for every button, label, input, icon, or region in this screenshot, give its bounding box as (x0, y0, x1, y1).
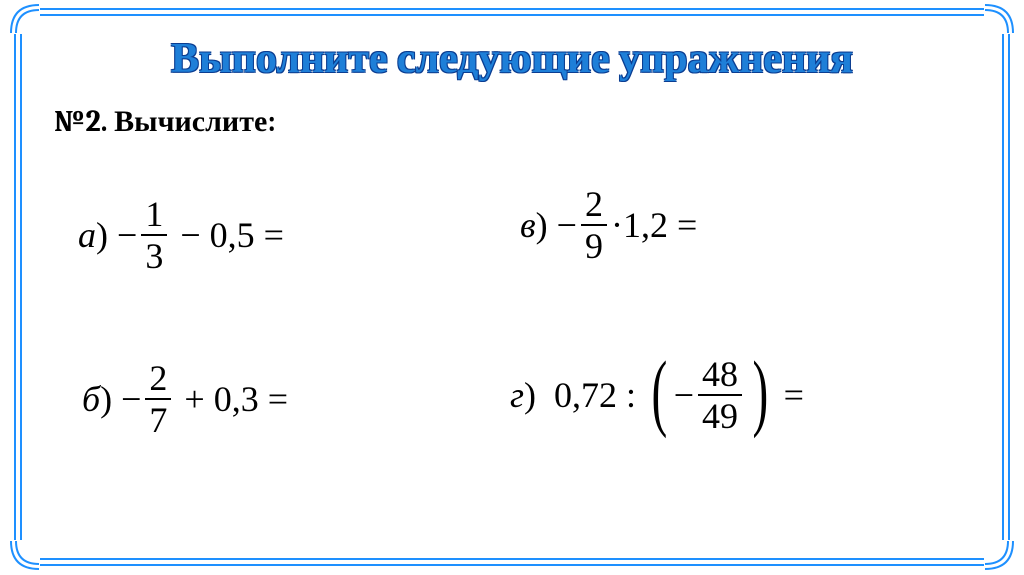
problem-b-num: 2 (145, 360, 171, 398)
problem-g-colon: : (626, 374, 636, 416)
problem-v: в) − 2 9 · 1,2 = (520, 186, 697, 264)
problem-b-neg: − (121, 378, 141, 420)
problem-a-fraction: 1 3 (141, 196, 167, 274)
problem-g-sp1 (636, 374, 645, 416)
problem-g-letter: г (510, 374, 524, 416)
page-title: Выполните следующие упражнения (0, 34, 1024, 83)
corner-bl-path (11, 541, 39, 569)
problem-v-fraction: 2 9 (581, 186, 607, 264)
problem-b-paren: ) (100, 378, 121, 420)
problem-v-paren: ) (536, 204, 557, 246)
problem-b-tail: 0,3 (214, 378, 259, 420)
corner-tl-path (11, 5, 39, 33)
corner-br (984, 540, 1014, 570)
problem-b-op: + (184, 378, 204, 420)
problem-v-op: · (611, 204, 623, 246)
frame-inner (20, 14, 1004, 560)
exercise-subtitle: №2. Вычислите: (54, 104, 276, 139)
problem-a-tail: 0,5 (210, 214, 255, 256)
problem-b-sp2 (259, 378, 268, 420)
problem-b-sp1 (205, 378, 214, 420)
problem-b-den: 7 (145, 398, 171, 438)
problem-a-neg: − (117, 214, 137, 256)
problem-a-num: 1 (141, 196, 167, 234)
problem-a-den: 3 (141, 234, 167, 274)
problem-b-eq: = (268, 378, 288, 420)
problem-a-paren: ) (96, 214, 117, 256)
problem-v-sp2 (668, 204, 677, 246)
problem-b-sp0 (175, 378, 184, 420)
problem-g-sp0 (617, 374, 626, 416)
problem-b-fraction: 2 7 (145, 360, 171, 438)
problem-v-letter: в (520, 204, 536, 246)
problem-g-fraction: 48 49 (698, 356, 742, 434)
problem-g-rparen: ) (752, 361, 768, 421)
corner-tr (984, 4, 1014, 34)
problem-v-num: 2 (581, 186, 607, 224)
problem-a-sp2 (255, 214, 264, 256)
problem-v-neg: − (557, 204, 577, 246)
problem-g-paren: ) (524, 374, 554, 416)
problem-b: б) − 2 7 + 0,3 = (82, 360, 288, 438)
corner-br-path (985, 541, 1013, 569)
problem-g-lead: 0,72 (554, 374, 617, 416)
problem-g-neg: − (674, 374, 694, 416)
corner-bl (10, 540, 40, 570)
problem-g-sp2 (775, 374, 784, 416)
problem-a: а) − 1 3 − 0,5 = (78, 196, 284, 274)
problem-g-num: 48 (698, 356, 742, 394)
problem-a-sp1 (201, 214, 210, 256)
problem-a-letter: а (78, 214, 96, 256)
problem-v-tail: 1,2 (623, 204, 668, 246)
corner-tr-path (985, 5, 1013, 33)
corner-tl (10, 4, 40, 34)
problem-a-op2: − (180, 214, 200, 256)
problem-a-op (171, 214, 180, 256)
problem-a-eq: = (264, 214, 284, 256)
problem-v-eq: = (677, 204, 697, 246)
problem-g: г) 0,72 : ( − 48 49 ) = (510, 356, 804, 434)
problem-g-lparen: ( (652, 361, 668, 421)
problem-g-den: 49 (698, 394, 742, 434)
problem-g-eq: = (784, 374, 804, 416)
problem-b-letter: б (82, 378, 100, 420)
problem-v-den: 9 (581, 224, 607, 264)
